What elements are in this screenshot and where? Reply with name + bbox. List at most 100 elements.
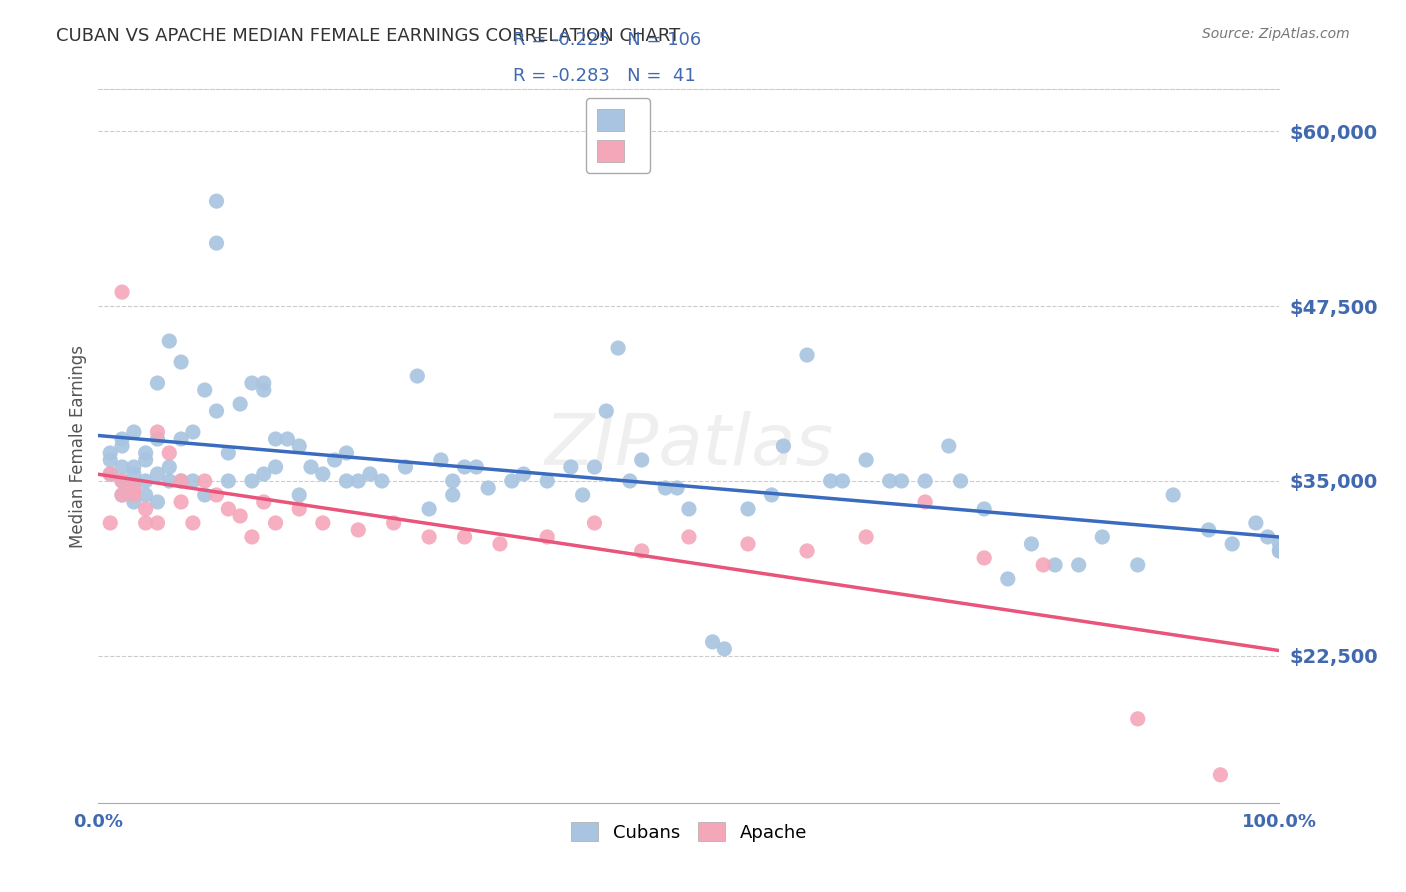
Point [135,453,157,467]
Point [157,474,180,488]
Point [135,502,157,516]
Point [181,474,204,488]
Point [312,467,335,481]
Point [418,502,440,516]
Point [619,474,641,488]
Point [98,516,121,530]
Point [973,502,995,516]
Point [111,439,134,453]
Point [323,453,346,467]
Point [122,481,145,495]
Point [335,446,357,460]
Point [135,446,157,460]
Point [441,488,464,502]
Point [170,474,193,488]
Point [217,502,239,516]
Point [288,439,311,453]
Point [157,334,180,348]
Point [536,530,558,544]
Point [654,481,676,495]
Point [1032,558,1054,572]
Point [512,467,534,481]
Point [276,432,298,446]
Point [702,635,724,649]
Point [418,530,440,544]
Point [98,467,121,481]
Point [146,467,169,481]
Point [1043,558,1066,572]
Point [253,376,276,390]
Point [229,508,252,523]
Point [229,397,252,411]
Point [678,530,700,544]
Point [98,446,121,460]
Point [1161,488,1184,502]
Point [205,488,228,502]
Point [382,516,405,530]
Point [122,467,145,481]
Point [170,474,193,488]
Point [111,474,134,488]
Point [406,369,429,384]
Point [1209,768,1232,782]
Point [205,404,228,418]
Point [253,383,276,397]
Point [205,194,228,208]
Point [181,425,204,439]
Point [1220,537,1243,551]
Point [666,481,689,495]
Point [217,446,239,460]
Point [820,474,842,488]
Point [571,488,593,502]
Point [264,460,287,475]
Point [240,474,263,488]
Point [111,432,134,446]
Point [560,460,582,475]
Point [111,285,134,299]
Point [914,495,936,509]
Point [1091,530,1114,544]
Text: CUBAN VS APACHE MEDIAN FEMALE EARNINGS CORRELATION CHART: CUBAN VS APACHE MEDIAN FEMALE EARNINGS C… [56,27,681,45]
Point [1126,712,1149,726]
Point [855,453,877,467]
Point [111,460,134,475]
Point [371,474,394,488]
Point [772,439,794,453]
Point [997,572,1019,586]
Point [299,460,322,475]
Point [170,495,193,509]
Point [536,474,558,488]
Point [359,467,381,481]
Point [111,488,134,502]
Point [879,474,901,488]
Point [347,474,370,488]
Point [312,516,335,530]
Point [157,460,180,475]
Point [453,530,475,544]
Point [1021,537,1043,551]
Point [1268,544,1291,558]
Point [713,641,735,656]
Point [146,425,169,439]
Point [288,502,311,516]
Point [111,474,134,488]
Point [194,383,217,397]
Point [122,425,145,439]
Point [217,474,239,488]
Point [394,460,416,475]
Point [831,474,853,488]
Text: R = -0.283   N =  41: R = -0.283 N = 41 [513,67,696,85]
Point [441,474,464,488]
Point [1198,523,1220,537]
Point [194,488,217,502]
Point [489,537,512,551]
Point [973,550,995,565]
Point [98,467,121,481]
Point [1126,558,1149,572]
Point [678,502,700,516]
Point [761,488,783,502]
Y-axis label: Median Female Earnings: Median Female Earnings [69,344,87,548]
Point [630,544,652,558]
Point [170,432,193,446]
Point [264,516,287,530]
